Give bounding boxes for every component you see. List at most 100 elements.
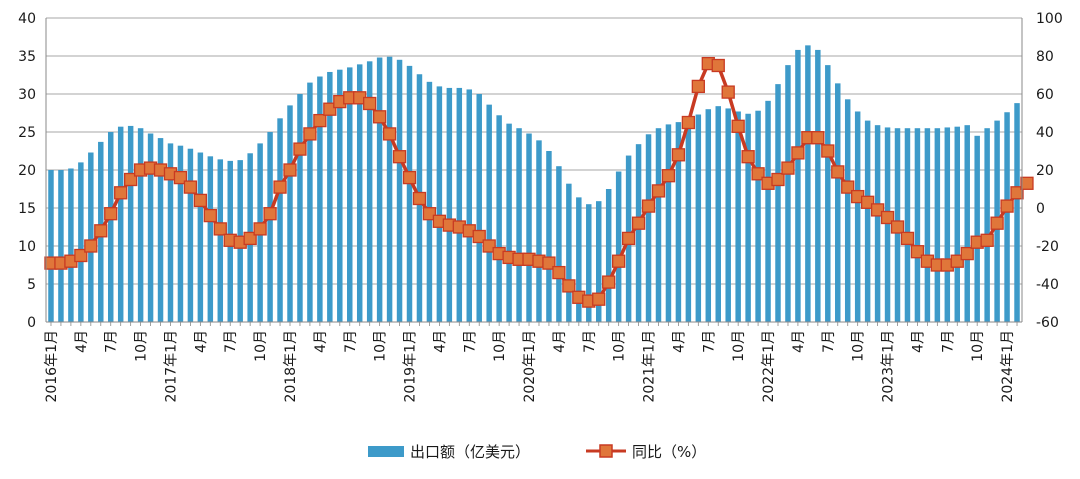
- bar: [267, 132, 273, 322]
- bar: [297, 94, 303, 322]
- yoy-point: [741, 150, 755, 164]
- yoy-point: [74, 248, 88, 263]
- bar: [337, 69, 343, 323]
- bar: [217, 159, 224, 322]
- bar: [406, 65, 413, 322]
- bar: [576, 197, 582, 322]
- bar: [825, 65, 831, 323]
- yoy-point: [960, 246, 974, 261]
- x-tick-label: 10月: [134, 330, 150, 362]
- yoy-point: [711, 58, 725, 73]
- x-tick-label: 7月: [701, 330, 717, 353]
- yoy-point: [602, 275, 616, 289]
- yoy-point: [592, 292, 606, 306]
- bar: [376, 57, 383, 323]
- y-left-tick-label: 15: [18, 201, 36, 217]
- legend-bar-swatch: [368, 446, 404, 457]
- yoy-point: [771, 172, 785, 187]
- bar: [765, 100, 771, 322]
- bar: [307, 82, 313, 322]
- bar: [356, 64, 363, 323]
- yoy-point: [213, 222, 227, 236]
- bar: [775, 84, 781, 323]
- x-tick-label: 4月: [74, 330, 90, 353]
- bar: [317, 76, 323, 323]
- x-tick-label: 7月: [582, 330, 598, 353]
- bar: [277, 118, 283, 322]
- bar: [386, 56, 393, 322]
- yoy-point: [313, 113, 327, 128]
- x-tick-label: 10月: [492, 330, 508, 362]
- bar: [635, 144, 642, 322]
- bar: [954, 126, 961, 323]
- bar: [127, 125, 134, 322]
- bar: [715, 106, 721, 322]
- bar: [675, 122, 682, 323]
- y-left-tick-label: 10: [18, 239, 36, 255]
- x-tick-label: 2023年1月: [881, 330, 897, 403]
- bar: [327, 71, 333, 323]
- x-tick-label: 10月: [253, 330, 269, 362]
- y-right-tick-label: -20: [1036, 239, 1059, 255]
- y-left-tick-label: 40: [18, 11, 36, 27]
- yoy-point: [781, 161, 795, 175]
- bar: [107, 132, 114, 322]
- bar: [665, 124, 672, 323]
- bar: [177, 145, 184, 322]
- yoy-point: [323, 102, 337, 116]
- y-left-tick-label: 30: [18, 87, 36, 103]
- bar: [755, 110, 761, 322]
- bar: [347, 67, 353, 323]
- y-right-tick-label: -60: [1036, 315, 1059, 331]
- yoy-point: [283, 163, 297, 177]
- yoy-point: [104, 207, 118, 221]
- bar: [605, 189, 612, 322]
- x-tick-label: 7月: [821, 330, 837, 353]
- bar: [58, 170, 64, 322]
- yoy-point: [203, 208, 217, 223]
- bar: [48, 170, 54, 322]
- bar: [884, 127, 891, 322]
- bar: [496, 115, 502, 322]
- yoy-point: [641, 199, 656, 213]
- bar: [476, 94, 482, 322]
- bar: [785, 65, 791, 323]
- bar: [735, 111, 741, 322]
- x-tick-label: 2020年1月: [522, 330, 538, 403]
- y-right-tick-label: 40: [1036, 125, 1054, 141]
- x-tick-label: 2024年1月: [1000, 330, 1016, 403]
- legend-bar-label: 出口额（亿美元）: [410, 443, 530, 461]
- bar: [456, 87, 463, 322]
- bar: [117, 126, 124, 323]
- yoy-point: [542, 256, 556, 270]
- bar: [466, 89, 473, 322]
- x-tick-label: 7月: [104, 330, 120, 353]
- yoy-point: [821, 144, 835, 158]
- yoy-point: [412, 191, 427, 206]
- y-right-tick-label: 60: [1036, 87, 1054, 103]
- bar: [854, 111, 861, 322]
- yoy-point: [880, 210, 895, 225]
- x-tick-label: 2017年1月: [163, 330, 179, 403]
- yoy-point: [382, 127, 397, 141]
- bar: [964, 125, 970, 322]
- x-tick-label: 7月: [223, 330, 239, 353]
- x-tick-label: 4月: [791, 330, 807, 353]
- bar: [874, 125, 881, 322]
- bar-series: [48, 45, 1020, 323]
- bar: [1014, 103, 1020, 323]
- bar: [526, 133, 532, 322]
- bar: [586, 204, 592, 322]
- bar: [805, 45, 811, 323]
- bar: [88, 152, 94, 322]
- yoy-point: [114, 186, 128, 200]
- yoy-point: [831, 165, 845, 179]
- bar: [1004, 112, 1010, 323]
- bar: [396, 59, 403, 323]
- yoy-point: [950, 254, 964, 268]
- x-tick-label: 2019年1月: [403, 330, 419, 403]
- yoy-point: [422, 207, 437, 221]
- bar: [904, 128, 911, 322]
- yoy-point: [472, 229, 486, 244]
